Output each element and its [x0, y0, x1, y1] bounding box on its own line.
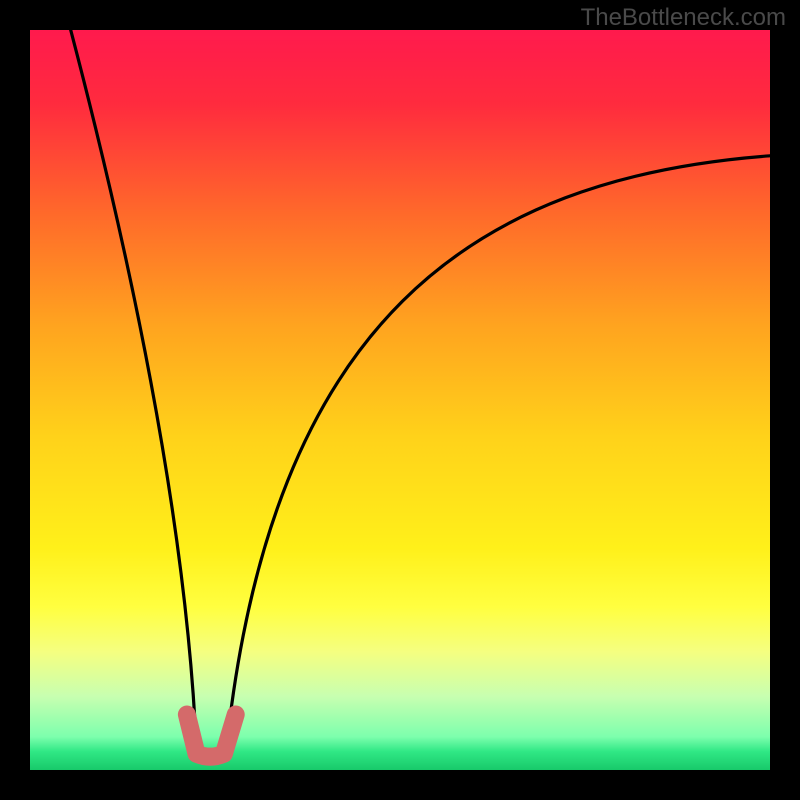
watermark-text: TheBottleneck.com [581, 4, 786, 32]
curve-layer [30, 30, 770, 770]
valley-u-marker [187, 715, 236, 757]
chart-frame: TheBottleneck.com [0, 0, 800, 800]
curve-right-branch [226, 156, 770, 752]
curve-left-branch [71, 30, 197, 752]
plot-area [30, 30, 770, 770]
